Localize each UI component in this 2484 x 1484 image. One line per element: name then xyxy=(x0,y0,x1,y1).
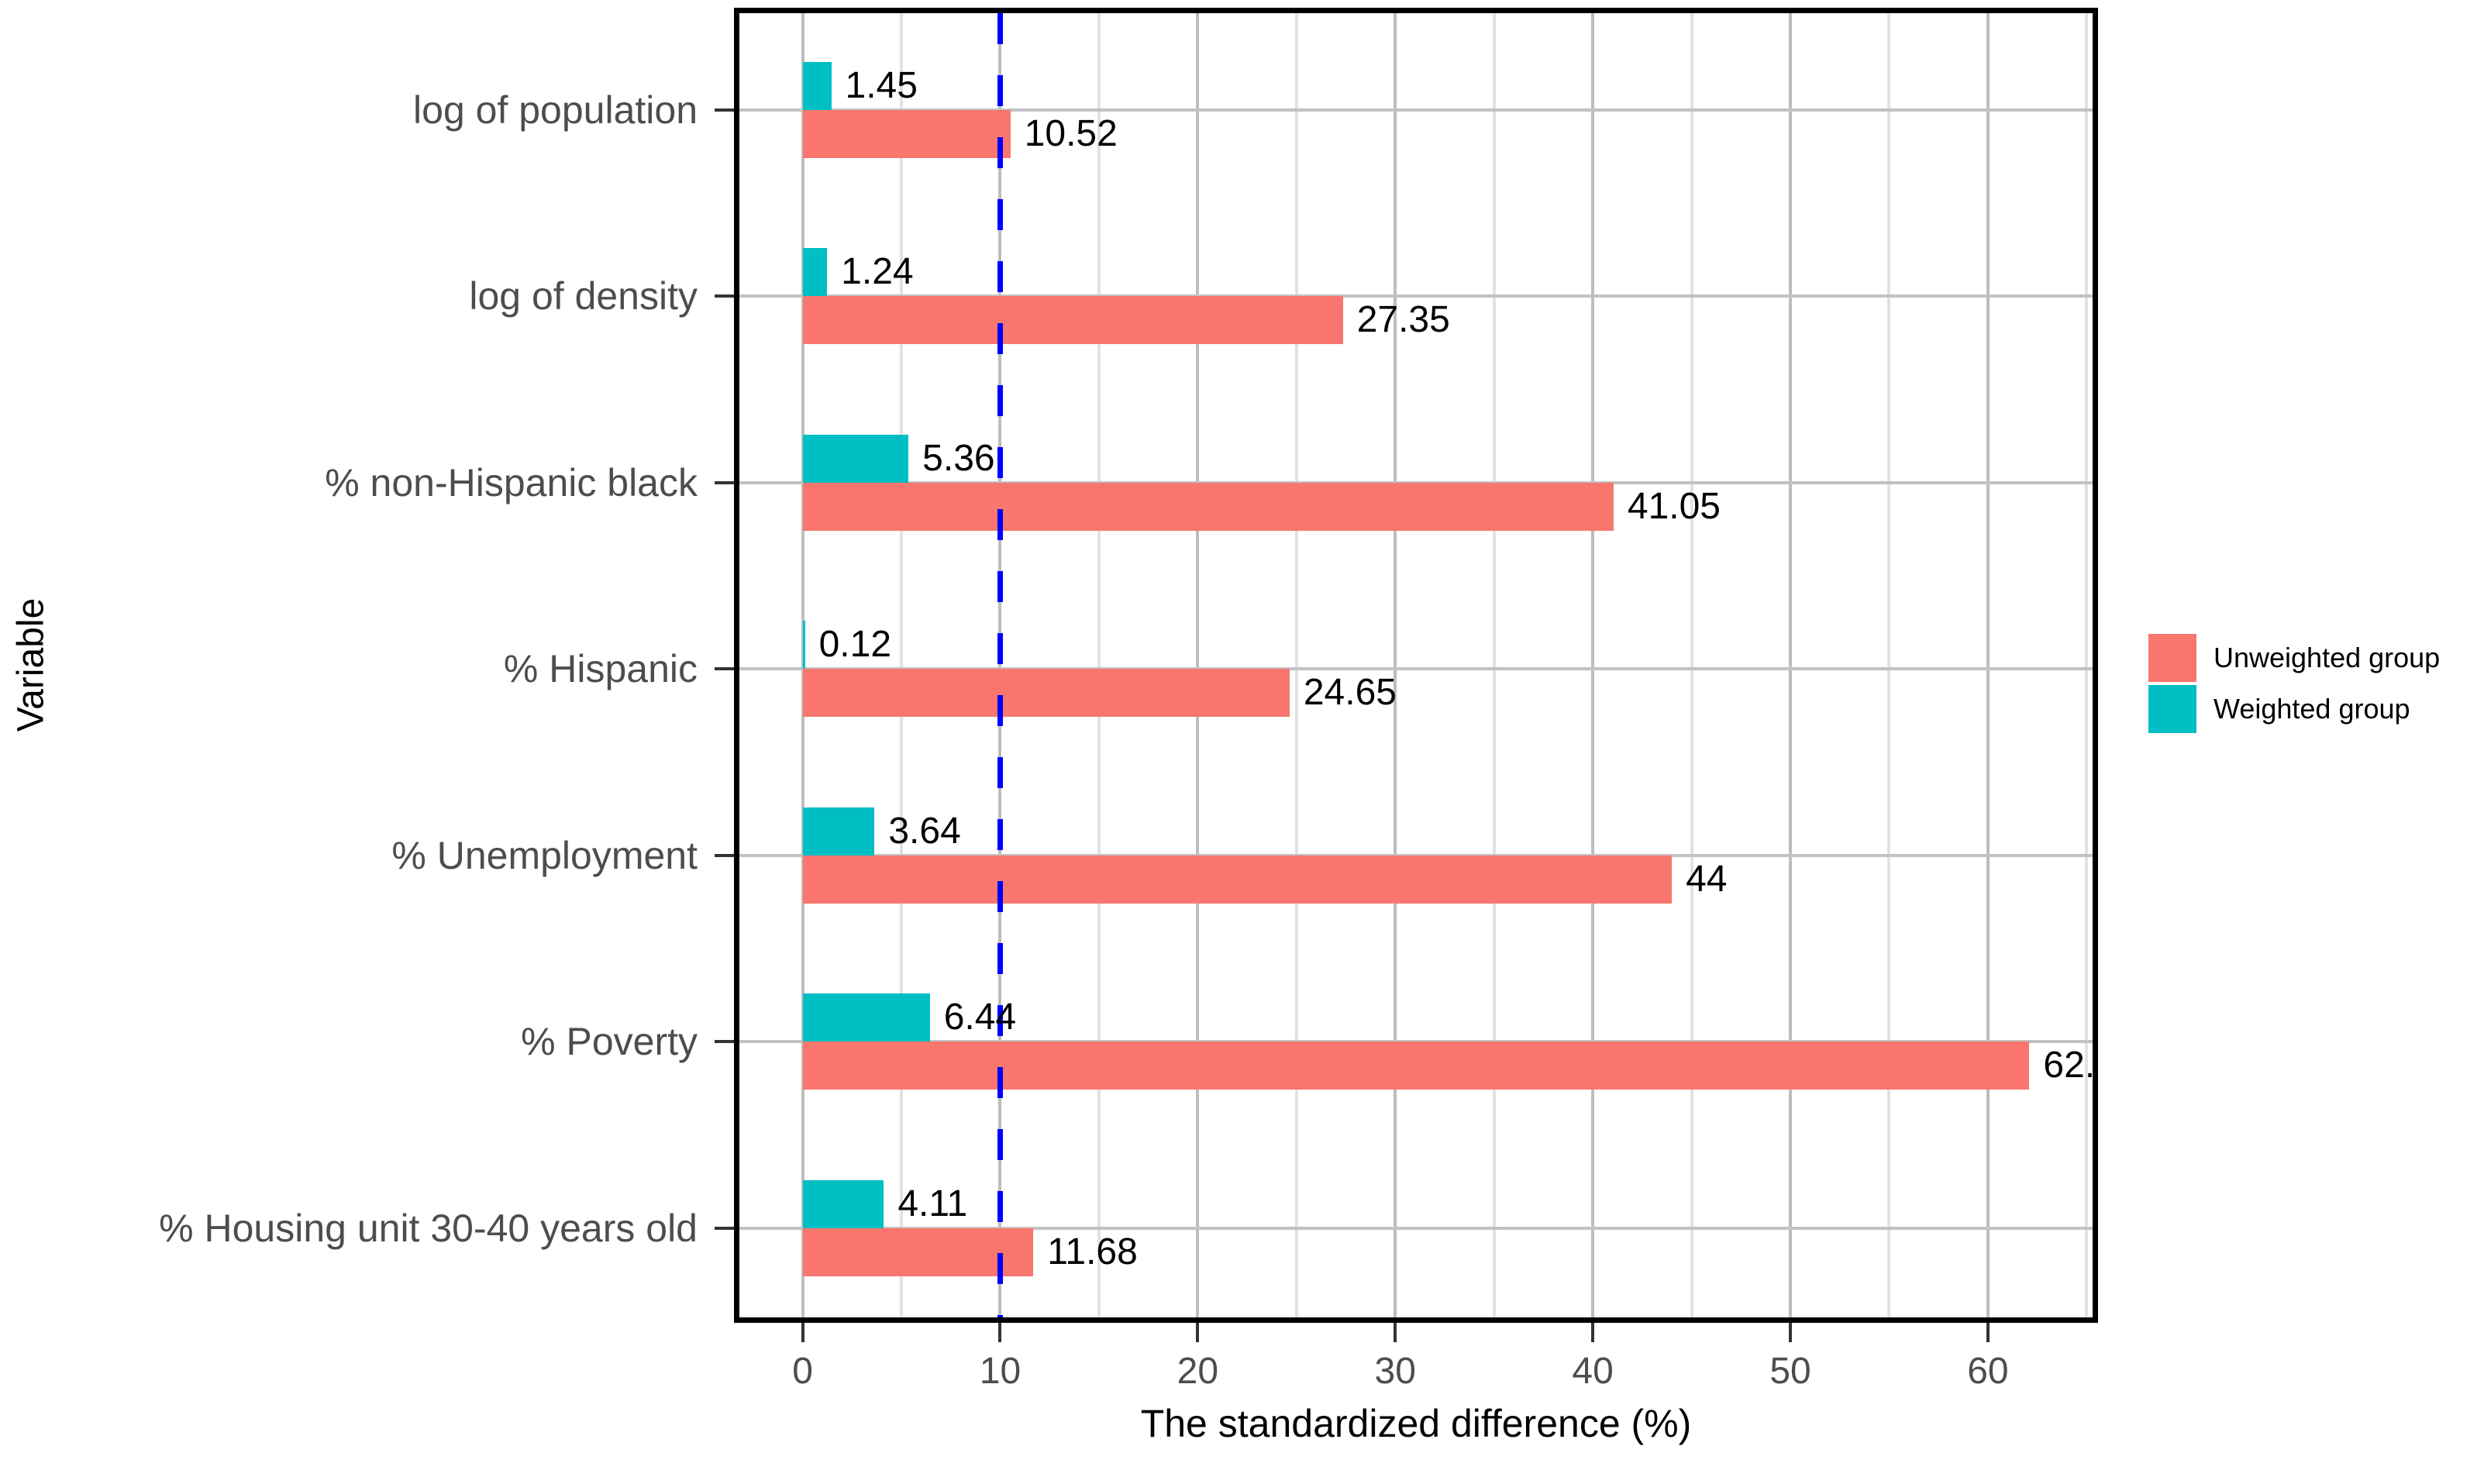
bar-value-label: 1.45 xyxy=(845,65,918,107)
plot-panel: 1.45 10.52 1.24 27.35 5.36 41.05 0.12 24.65 3.64… xyxy=(734,8,2098,1323)
y-tick-label: % non-Hispanic black xyxy=(325,460,698,504)
major-gridline xyxy=(1591,13,1595,1317)
y-tick-label: % Unemployment xyxy=(391,833,698,877)
bar-value-label: 6.44 xyxy=(943,997,1017,1038)
bar-unweighted xyxy=(802,669,1290,718)
bar-value-label: 27.35 xyxy=(1356,299,1450,341)
major-gridline xyxy=(1789,13,1793,1317)
bar-value-label: 4.11 xyxy=(897,1183,968,1224)
bar-weighted xyxy=(802,621,805,670)
y-tick-mark xyxy=(715,108,734,112)
x-tick-mark xyxy=(1591,1323,1595,1342)
minor-gridline xyxy=(1294,13,1298,1317)
bar-weighted xyxy=(802,62,832,111)
bar-value-label: 44 xyxy=(1686,858,1728,900)
minor-gridline xyxy=(900,13,903,1317)
major-gridline xyxy=(1196,13,1200,1317)
y-tick-mark xyxy=(715,480,734,484)
row-gridline xyxy=(739,1226,2093,1230)
legend-entry: Weighted group xyxy=(2148,685,2440,733)
minor-gridline xyxy=(1097,13,1101,1317)
bar-value-label: 5.36 xyxy=(922,437,995,479)
row-gridline xyxy=(739,108,2093,112)
x-tick-label: 30 xyxy=(1374,1351,1416,1392)
minor-gridline xyxy=(1690,13,1693,1317)
bar-unweighted xyxy=(802,296,1343,345)
y-tick-mark xyxy=(715,1226,734,1230)
bar-unweighted xyxy=(802,855,1673,904)
y-tick-mark xyxy=(715,853,734,857)
minor-gridline xyxy=(1492,13,1496,1317)
row-gridline xyxy=(739,294,2093,298)
bar-value-label: 0.12 xyxy=(818,624,892,666)
minor-gridline xyxy=(2085,13,2089,1317)
bar-value-label: 10.52 xyxy=(1024,113,1118,155)
bar-unweighted xyxy=(802,1227,1034,1276)
row-gridline xyxy=(739,667,2093,671)
bar-value-label: 24.65 xyxy=(1303,672,1397,714)
y-tick-label: % Hispanic xyxy=(503,647,698,691)
bar-weighted xyxy=(802,993,930,1042)
x-tick-mark xyxy=(1196,1323,1200,1342)
y-tick-label: % Poverty xyxy=(521,1020,698,1064)
x-tick-mark xyxy=(1986,1323,1990,1342)
y-tick-mark xyxy=(715,294,734,298)
x-tick-label: 0 xyxy=(792,1351,813,1392)
legend: Unweighted group Weighted group xyxy=(2148,634,2440,736)
x-tick-label: 40 xyxy=(1572,1351,1614,1392)
x-tick-label: 20 xyxy=(1177,1351,1219,1392)
bar-value-label: 1.24 xyxy=(841,251,914,293)
bar-weighted xyxy=(802,434,909,483)
x-tick-label: 10 xyxy=(979,1351,1022,1392)
y-tick-mark xyxy=(715,1040,734,1044)
bar-value-label: 11.68 xyxy=(1047,1231,1138,1272)
bar-unweighted xyxy=(802,482,1614,531)
minor-gridline xyxy=(1887,13,1891,1317)
bar-value-label: 3.64 xyxy=(888,810,961,852)
y-tick-label: log of density xyxy=(469,274,698,318)
bar-weighted xyxy=(802,1179,884,1228)
legend-swatch xyxy=(2148,685,2196,733)
x-tick-mark xyxy=(1394,1323,1397,1342)
x-tick-label: 50 xyxy=(1769,1351,1811,1392)
reference-line xyxy=(997,13,1004,1317)
x-axis-title: The standardized difference (%) xyxy=(1140,1402,1692,1445)
bar-value-label: 41.05 xyxy=(1627,485,1721,527)
bar-unweighted xyxy=(802,110,1011,159)
bar-unweighted xyxy=(802,1042,2030,1090)
major-gridline xyxy=(1394,13,1397,1317)
y-axis-title: Variable xyxy=(10,597,52,732)
legend-entry: Unweighted group xyxy=(2148,634,2440,682)
x-tick-mark xyxy=(801,1323,804,1342)
x-tick-mark xyxy=(998,1323,1002,1342)
bar-weighted xyxy=(802,248,828,297)
bar-weighted xyxy=(802,807,875,856)
y-tick-mark xyxy=(715,667,734,671)
legend-swatch xyxy=(2148,634,2196,682)
legend-entry-label: Weighted group xyxy=(2214,693,2410,725)
major-gridline xyxy=(1986,13,1990,1317)
y-tick-label: log of population xyxy=(413,88,698,133)
bar-value-label: 62. xyxy=(2043,1045,2096,1086)
x-tick-label: 60 xyxy=(1967,1351,2009,1392)
x-tick-mark xyxy=(1789,1323,1793,1342)
legend-entry-label: Unweighted group xyxy=(2214,642,2441,673)
y-tick-label: % Housing unit 30-40 years old xyxy=(159,1206,698,1250)
